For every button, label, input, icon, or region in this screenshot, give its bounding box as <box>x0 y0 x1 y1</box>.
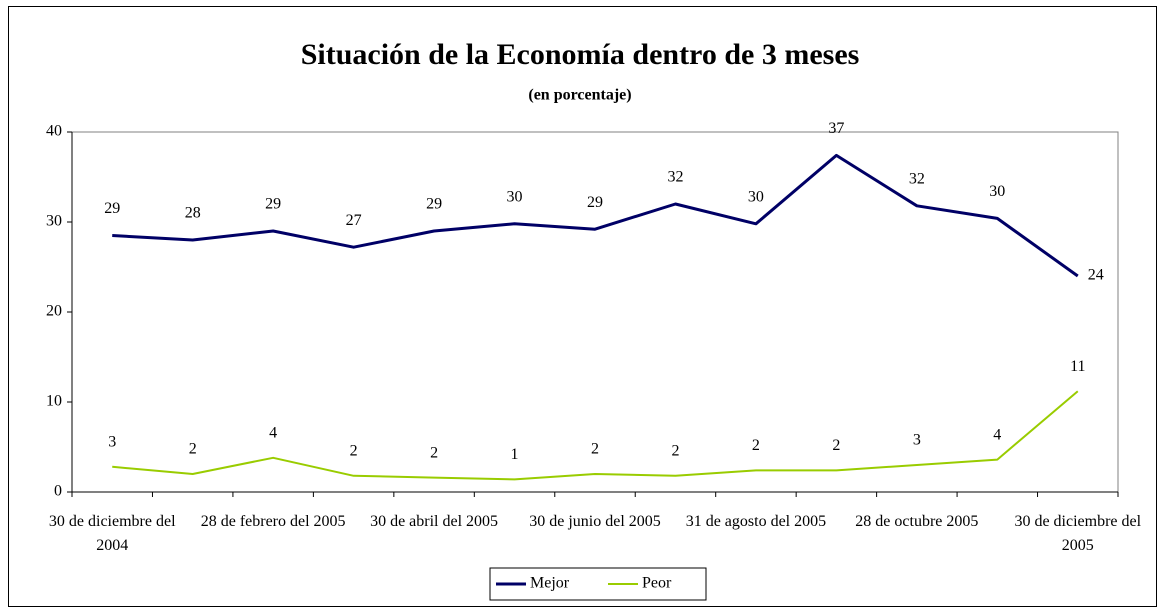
data-label: 30 <box>748 188 764 205</box>
data-label: 24 <box>1088 267 1104 284</box>
legend-label: Mejor <box>530 575 570 592</box>
x-tick-label: 30 de abril del 2005 <box>370 513 499 530</box>
data-label: 2 <box>752 437 760 454</box>
y-tick-label: 0 <box>54 483 62 500</box>
chart-border <box>8 6 1157 607</box>
y-tick-label: 40 <box>46 123 62 140</box>
x-tick-label: 30 de junio del 2005 <box>529 513 661 530</box>
data-label: 2 <box>671 442 679 459</box>
data-label: 2 <box>350 442 358 459</box>
data-label: 29 <box>265 196 281 213</box>
x-tick-label: 30 de diciembre del 2004 <box>48 513 176 554</box>
x-tick-label: 28 de octubre 2005 <box>855 513 979 530</box>
data-label: 4 <box>993 426 1001 443</box>
series-line <box>112 153 1079 278</box>
data-label: 4 <box>269 424 277 441</box>
data-label: 30 <box>989 183 1005 200</box>
legend-label: Peor <box>642 575 672 592</box>
data-label: 32 <box>667 169 683 186</box>
data-label: 2 <box>591 441 599 458</box>
data-label: 3 <box>913 432 921 449</box>
data-label: 30 <box>507 188 523 205</box>
data-label: 2 <box>189 441 197 458</box>
y-tick-label: 20 <box>46 303 62 320</box>
data-label: 1 <box>511 446 519 463</box>
data-label: 29 <box>587 194 603 211</box>
data-label: 11 <box>1070 358 1085 375</box>
series-line <box>112 390 1079 481</box>
data-label: 29 <box>426 196 442 213</box>
data-label: 2 <box>832 437 840 454</box>
chart-subtitle: (en porcentaje) <box>528 87 631 104</box>
data-label: 28 <box>185 205 201 222</box>
data-label: 32 <box>909 170 925 187</box>
data-label: 3 <box>108 433 116 450</box>
x-tick-label: 31 de agosto del 2005 <box>685 513 827 530</box>
chart-title: Situación de la Economía dentro de 3 mes… <box>301 38 860 71</box>
data-label: 29 <box>104 200 120 217</box>
x-tick-label: 30 de diciembre del 2005 <box>1014 513 1142 554</box>
data-label: 37 <box>828 120 844 137</box>
x-tick-label: 28 de febrero del 2005 <box>200 513 346 530</box>
data-label: 27 <box>346 212 362 229</box>
y-tick-label: 10 <box>46 393 62 410</box>
data-label: 2 <box>430 444 438 461</box>
y-tick-label: 30 <box>46 213 62 230</box>
